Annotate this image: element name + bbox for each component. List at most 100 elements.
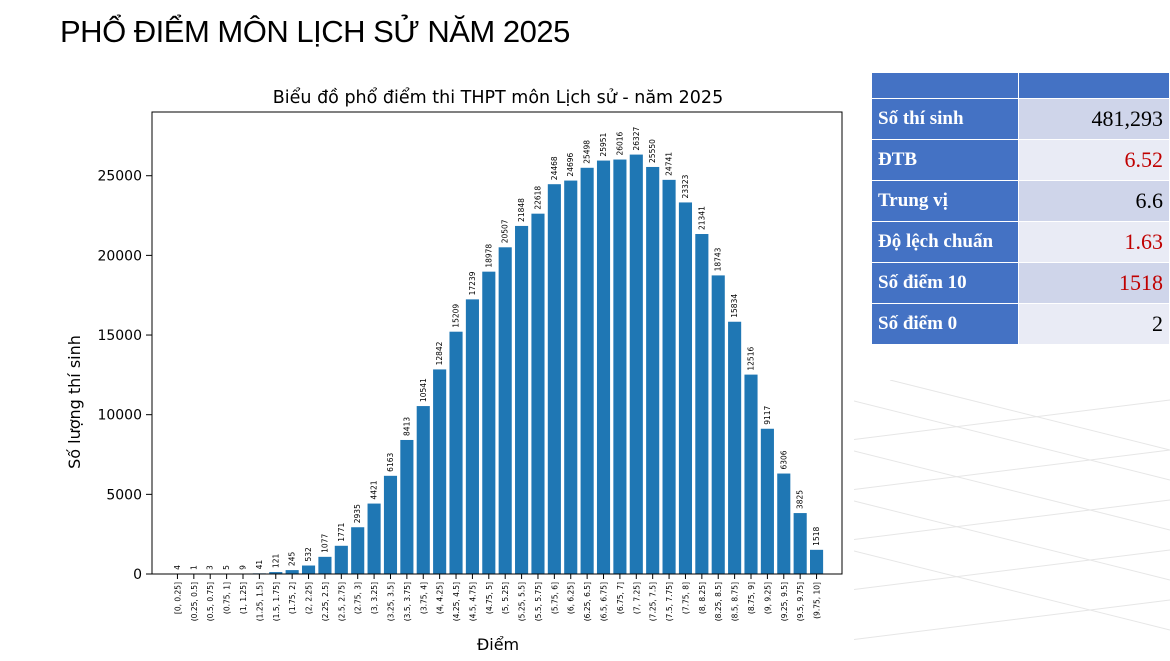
x-tick-label: (8.75, 9] [747, 582, 756, 614]
bar-value-label: 17239 [468, 271, 477, 295]
stat-row-score-0: Số điểm 0 2 [870, 303, 1170, 345]
stat-value: 6.52 [1018, 139, 1170, 181]
x-tick-label: (6.75, 7] [616, 582, 625, 614]
stat-row-score-10: Số điểm 10 1518 [870, 262, 1170, 304]
bar-value-label: 26016 [615, 131, 624, 155]
bar-value-label: 24741 [665, 152, 674, 176]
stat-label: Số điểm 0 [870, 303, 1020, 345]
histogram-bar [285, 570, 299, 574]
bar-value-label: 4421 [370, 480, 379, 499]
x-tick-label: (6.25, 6.5] [583, 582, 592, 621]
x-tick-label: (8.5, 8.75] [731, 582, 740, 621]
x-axis-label: Điểm [477, 635, 519, 654]
histogram-bar [416, 406, 430, 574]
x-tick-label: (3.5, 3.75] [403, 582, 412, 621]
stat-label: ĐTB [870, 139, 1020, 181]
histogram-bar [777, 473, 791, 574]
bar-value-label: 26327 [632, 126, 641, 150]
chart-title: Biểu đồ phổ điểm thi THPT môn Lịch sử - … [273, 87, 723, 108]
x-tick-label: (2.25, 2.5] [321, 582, 330, 621]
bar-value-label: 24696 [566, 152, 575, 176]
bar-value-label: 24468 [550, 156, 559, 180]
bar-value-label: 1518 [812, 527, 821, 546]
x-tick-label: (0.5, 0.75] [206, 582, 215, 621]
histogram-bar [318, 556, 332, 574]
bar-value-label: 25498 [583, 140, 592, 164]
bar-value-label: 15834 [730, 294, 739, 318]
statistics-table: Số thí sinh 481,293 ĐTB 6.52 Trung vị 6.… [870, 72, 1170, 345]
histogram-bar [301, 565, 316, 574]
histogram-bar [711, 275, 725, 574]
histogram-bar [596, 160, 611, 574]
y-tick-label: 25000 [97, 169, 142, 185]
x-tick-label: (3.75, 4] [419, 582, 428, 614]
bar-value-label: 15209 [452, 304, 461, 328]
bar-value-label: 9117 [763, 405, 772, 424]
y-axis-label: Số lượng thí sinh [65, 335, 84, 469]
histogram-bar [498, 247, 512, 574]
stat-value: 1.63 [1018, 221, 1170, 263]
x-tick-label: (1.25, 1.5] [255, 582, 264, 621]
histogram-bar [400, 439, 414, 574]
header-cell-empty [1018, 72, 1170, 99]
bar-value-label: 10541 [419, 378, 428, 402]
bar-value-label: 23323 [681, 174, 690, 198]
bar-value-label: 2935 [353, 504, 362, 523]
histogram-bar [613, 159, 627, 574]
x-tick-label: (6.5, 6.75] [600, 582, 609, 621]
bar-value-label: 121 [271, 554, 280, 569]
bar-value-label: 8413 [402, 417, 411, 436]
x-tick-label: [0, 0.25] [173, 582, 182, 614]
x-tick-label: (4.5, 4.75] [468, 582, 477, 621]
histogram-bar [662, 179, 676, 574]
x-tick-label: (1.75, 2] [288, 582, 297, 614]
bar-value-label: 6163 [386, 453, 395, 472]
x-tick-label: (9.75, 10] [813, 582, 822, 619]
bar-value-label: 18978 [484, 244, 493, 268]
bar-value-label: 18743 [714, 247, 723, 271]
stat-value: 6.6 [1018, 180, 1170, 222]
histogram-bar [646, 166, 660, 574]
x-tick-label: (0.25, 0.5] [190, 582, 199, 621]
histogram-bar [760, 428, 774, 574]
histogram-bar [515, 225, 529, 574]
x-tick-label: (4, 4.25] [436, 582, 445, 614]
x-tick-label: (2, 2.25] [305, 582, 314, 614]
bar-value-label: 12842 [435, 341, 444, 365]
bar-value-label: 41 [255, 560, 264, 570]
header-cell-empty [870, 72, 1020, 99]
bar-value-label: 245 [288, 552, 297, 567]
histogram-bar [564, 180, 578, 574]
histogram-bar [383, 475, 398, 574]
bar-value-label: 6306 [779, 450, 788, 469]
bar-value-label: 1771 [337, 522, 346, 541]
histogram-bar [531, 213, 545, 574]
x-tick-label: (7, 7.25] [632, 582, 641, 614]
stat-label: Trung vị [870, 180, 1020, 222]
stat-label: Số thí sinh [870, 98, 1020, 140]
plot-frame [151, 111, 843, 575]
x-tick-label: (9, 9.25] [763, 582, 772, 614]
y-tick-label: 20000 [97, 248, 142, 264]
bar-value-label: 4 [173, 565, 182, 570]
bar-value-label: 21341 [697, 206, 706, 230]
x-tick-label: (0.75, 1] [223, 582, 232, 614]
x-tick-label: (3, 3.25] [370, 582, 379, 614]
histogram-bar [678, 202, 693, 574]
bar-value-label: 1 [189, 565, 198, 570]
stat-value: 481,293 [1018, 98, 1170, 140]
histogram-bar [269, 572, 283, 574]
stat-row-mean: ĐTB 6.52 [870, 139, 1170, 181]
bar-value-label: 532 [304, 547, 313, 562]
y-tick-label: 5000 [106, 487, 142, 503]
stat-row-candidates: Số thí sinh 481,293 [870, 98, 1170, 140]
histogram-bar [367, 503, 381, 574]
stat-value: 2 [1018, 303, 1170, 345]
x-tick-label: (4.75, 5] [485, 582, 494, 614]
histogram-bar [351, 527, 365, 574]
histogram-bar [482, 271, 496, 574]
bar-value-label: 3825 [796, 490, 805, 509]
bar-value-label: 25951 [599, 132, 608, 156]
x-tick-label: (5, 5.25] [501, 582, 510, 614]
x-tick-label: (5.5, 5.75] [534, 582, 543, 621]
